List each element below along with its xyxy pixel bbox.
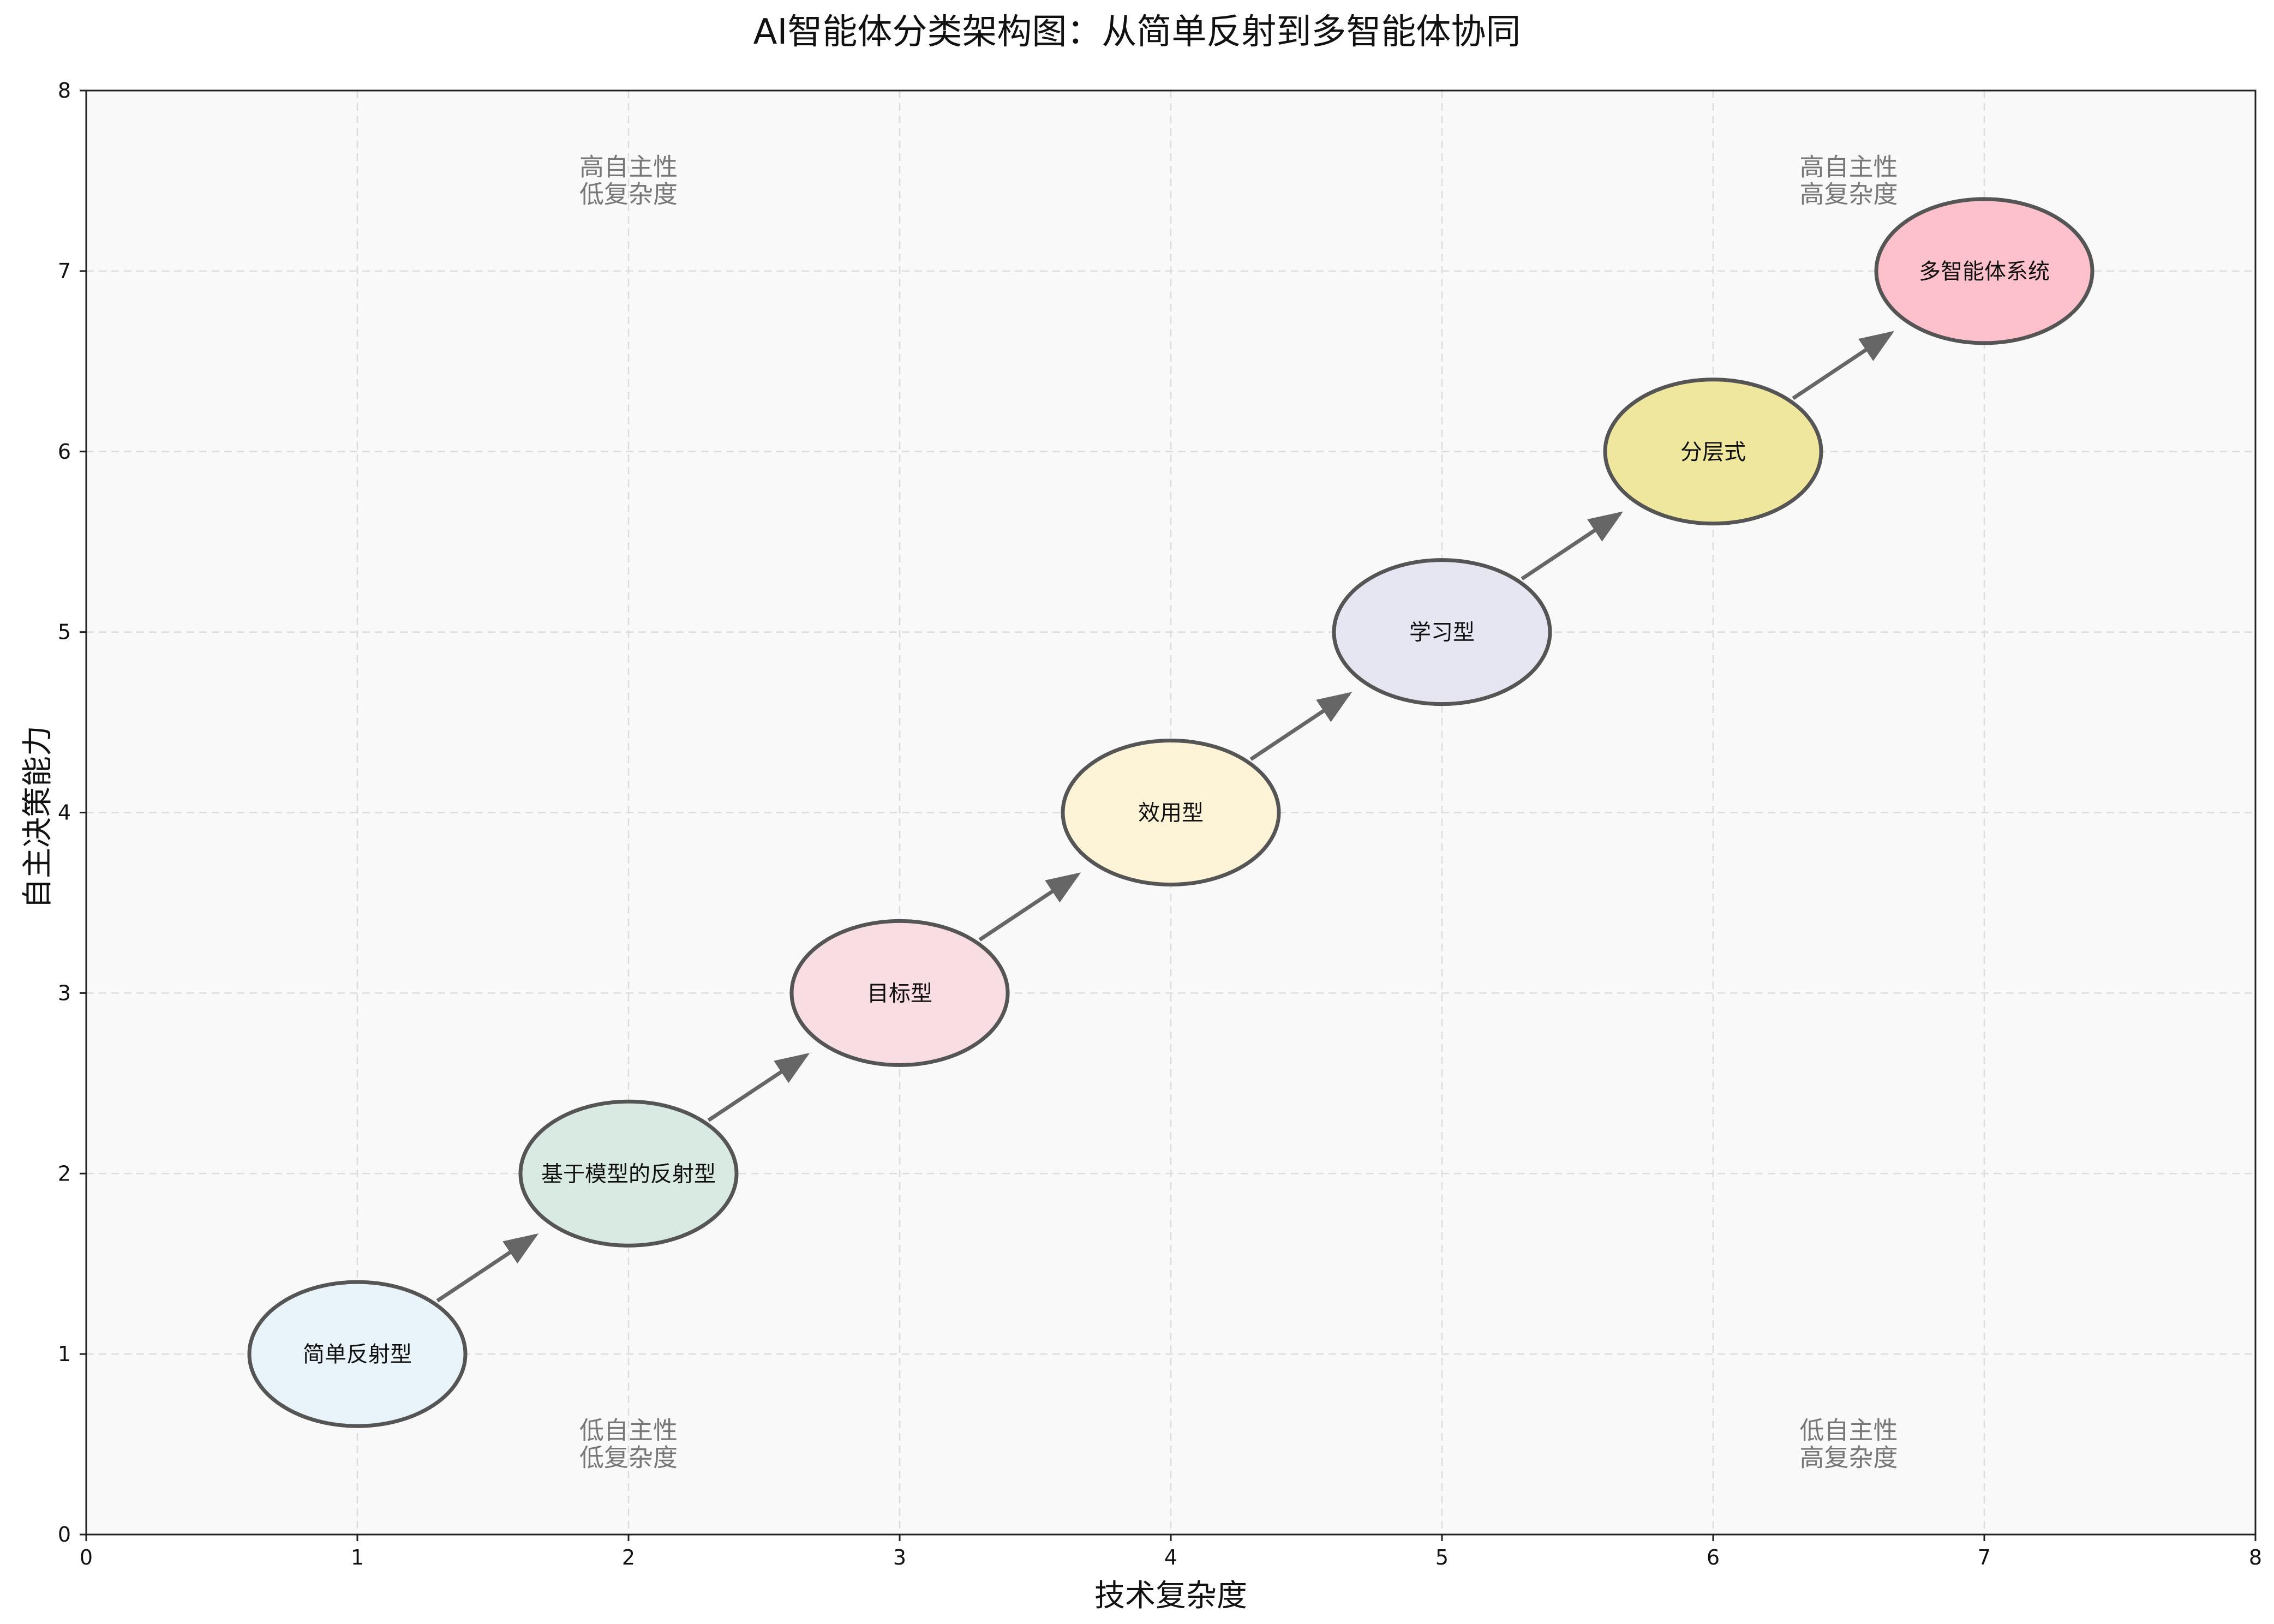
quadrant-annotation: 高自主性	[1799, 152, 1898, 181]
x-tick-label: 7	[1978, 1545, 1991, 1569]
quadrant-annotation: 高复杂度	[1799, 179, 1898, 208]
x-tick-label: 1	[351, 1545, 364, 1569]
node-ellipse	[518, 1099, 739, 1248]
node-label: 分层式	[1680, 440, 1746, 465]
arrow	[1521, 511, 1624, 581]
x-tick-label: 8	[2249, 1545, 2262, 1569]
node: 学习型	[1332, 558, 1552, 706]
y-tick-label: 6	[58, 440, 71, 464]
x-axis-label: 技术复杂度	[1094, 1578, 1247, 1614]
x-tick-label: 0	[80, 1545, 93, 1569]
node-label: 简单反射型	[303, 1342, 412, 1367]
node-ellipse	[1874, 197, 2095, 345]
quadrant-annotation: 高复杂度	[1799, 1443, 1898, 1472]
x-tick-label: 6	[1707, 1545, 1720, 1569]
quadrant-annotation: 低复杂度	[579, 1443, 678, 1472]
quadrant-annotation: 低自主性	[579, 1416, 678, 1445]
node: 简单反射型	[247, 1280, 468, 1428]
x-tick-label: 2	[622, 1545, 635, 1569]
chart-title: AI智能体分类架构图：从简单反射到多智能体协同	[753, 12, 1521, 52]
node-label: 基于模型的反射型	[541, 1161, 716, 1186]
quadrant-annotation: 低复杂度	[579, 179, 678, 208]
y-tick-label: 2	[58, 1161, 71, 1185]
node: 基于模型的反射型	[518, 1099, 739, 1248]
node-label: 效用型	[1138, 801, 1204, 826]
y-tick-label: 5	[58, 620, 71, 644]
arrow	[1249, 692, 1353, 761]
node-label: 学习型	[1409, 620, 1475, 645]
node-label: 多智能体系统	[1919, 259, 2050, 284]
y-tick-label: 8	[58, 79, 71, 103]
x-tick-label: 4	[1164, 1545, 1177, 1569]
node: 多智能体系统	[1874, 197, 2095, 345]
arrows	[436, 331, 1895, 1303]
y-tick-label: 3	[58, 981, 71, 1005]
y-tick-label: 4	[58, 801, 71, 825]
arrow	[436, 1233, 539, 1303]
node-ellipse	[789, 919, 1010, 1067]
node-ellipse	[1061, 739, 1281, 886]
y-tick-label: 1	[58, 1342, 71, 1366]
node-label: 目标型	[867, 981, 932, 1006]
node-ellipse	[1332, 558, 1552, 706]
arrow	[707, 1053, 810, 1122]
quadrant-annotation: 低自主性	[1799, 1416, 1898, 1445]
y-tick-label: 7	[58, 259, 71, 283]
y-tick-label: 0	[58, 1523, 71, 1547]
node-ellipse	[1603, 377, 1823, 526]
node: 分层式	[1603, 377, 1823, 526]
y-axis-label: 自主决策能力	[20, 726, 56, 909]
node: 效用型	[1061, 739, 1281, 886]
x-tick-label: 3	[893, 1545, 906, 1569]
quadrant-annotation: 高自主性	[579, 152, 678, 181]
x-tick-label: 5	[1435, 1545, 1449, 1569]
arrow	[1792, 331, 1895, 400]
node-ellipse	[247, 1280, 468, 1428]
node: 目标型	[789, 919, 1010, 1067]
nodes: 简单反射型 基于模型的反射型 目标型 效用型 学习型 分层式 多智能体系统	[247, 197, 2095, 1428]
arrow	[978, 872, 1081, 942]
ticks: 0 1 2 3 4 5 6 7 8 0 1 2 3 4 5 6 7 8	[58, 79, 2262, 1569]
